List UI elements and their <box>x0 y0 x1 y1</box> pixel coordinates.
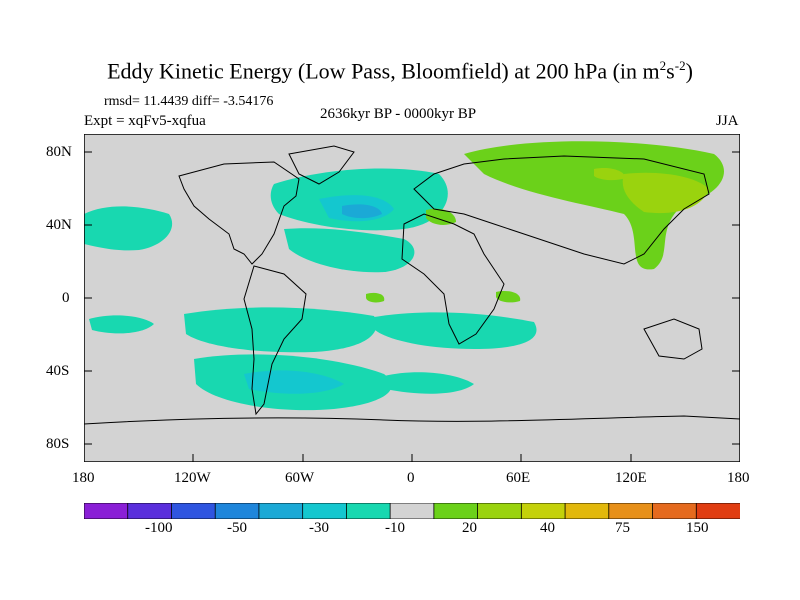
title-text: Eddy Kinetic Energy (Low Pass, Bloomfiel… <box>107 58 660 84</box>
colorbar-label: 40 <box>540 520 555 536</box>
south-america-outline <box>243 265 307 416</box>
x-tick-label: 120W <box>174 470 211 486</box>
colorbar-swatch <box>345 503 392 519</box>
title-close-paren: ) <box>685 58 693 84</box>
y-tick-label: 40S <box>46 363 70 379</box>
title-unit-exponent-2: -2 <box>674 58 686 73</box>
anomaly-region <box>426 208 456 225</box>
colorbar-swatch <box>477 503 523 519</box>
coastlines <box>84 145 740 425</box>
colorbar-swatch <box>564 503 610 519</box>
colorbar-swatch <box>695 503 740 519</box>
anomaly-region <box>89 315 154 334</box>
colorbar-label: -100 <box>145 520 173 536</box>
anomaly-region <box>374 312 537 349</box>
anomaly-region <box>284 228 415 273</box>
colorbar-swatch <box>520 503 566 519</box>
x-tick-label: 120E <box>615 470 647 486</box>
colorbar-swatch <box>84 503 129 519</box>
colorbar-label: -50 <box>227 520 247 536</box>
colorbar-swatch <box>171 503 217 519</box>
colorbar-swatch <box>127 503 173 519</box>
greenland-outline <box>288 145 355 185</box>
colorbar-swatch <box>433 503 479 519</box>
anomaly-region <box>184 307 377 353</box>
negative-anomaly-regions <box>84 168 537 411</box>
title-unit-s: s <box>666 58 675 84</box>
colorbar-swatch <box>608 503 654 519</box>
antarctica-coast <box>84 415 740 425</box>
colorbar-label: 75 <box>615 520 630 536</box>
title-unit-exponent-1: 2 <box>659 58 667 73</box>
x-tick-label: 0 <box>407 470 415 486</box>
season-label: JJA <box>716 113 739 129</box>
x-tick-label: 180 <box>72 470 95 486</box>
x-tick-label: 60E <box>506 470 531 486</box>
colorbar-swatch <box>389 503 435 519</box>
stats-line: rmsd= 11.4439 diff= -3.54176 <box>104 94 274 109</box>
y-tick-label: 40N <box>46 217 72 233</box>
north-america-outline <box>178 161 300 265</box>
colorbar-label: -30 <box>309 520 329 536</box>
y-tick-label: 80S <box>46 436 70 452</box>
experiment-label: Expt = xqFv5-xqfua <box>84 113 206 129</box>
colorbar-swatch <box>302 503 348 519</box>
anomaly-region <box>366 292 385 303</box>
colorbar-label: 20 <box>462 520 477 536</box>
x-tick-label: 60W <box>285 470 315 486</box>
colorbar-swatch <box>652 503 698 519</box>
colorbar-swatch <box>214 503 260 519</box>
colorbar <box>84 503 740 519</box>
anomaly-region <box>594 168 626 181</box>
x-tick-label: 180 <box>727 470 750 486</box>
anomaly-region <box>622 172 709 214</box>
anomaly-region <box>342 204 382 219</box>
world-map <box>84 134 740 462</box>
map-title: Eddy Kinetic Energy (Low Pass, Bloomfiel… <box>0 58 800 84</box>
positive-anomaly-regions <box>366 141 724 303</box>
axis-ticks <box>84 151 740 462</box>
period-label: 2636kyr BP - 0000kyr BP <box>320 106 477 122</box>
y-tick-label: 80N <box>46 144 72 160</box>
anomaly-region <box>84 206 173 251</box>
australia-outline <box>643 318 703 360</box>
y-tick-label: 0 <box>62 290 70 306</box>
colorbar-label: -10 <box>385 520 405 536</box>
colorbar-label: 150 <box>686 520 709 536</box>
africa-outline <box>401 213 505 345</box>
anomaly-region <box>496 291 521 303</box>
colorbar-swatch <box>258 503 304 519</box>
eurasia-outline <box>413 155 710 265</box>
anomaly-region <box>384 372 474 394</box>
anomaly-region <box>244 370 344 394</box>
